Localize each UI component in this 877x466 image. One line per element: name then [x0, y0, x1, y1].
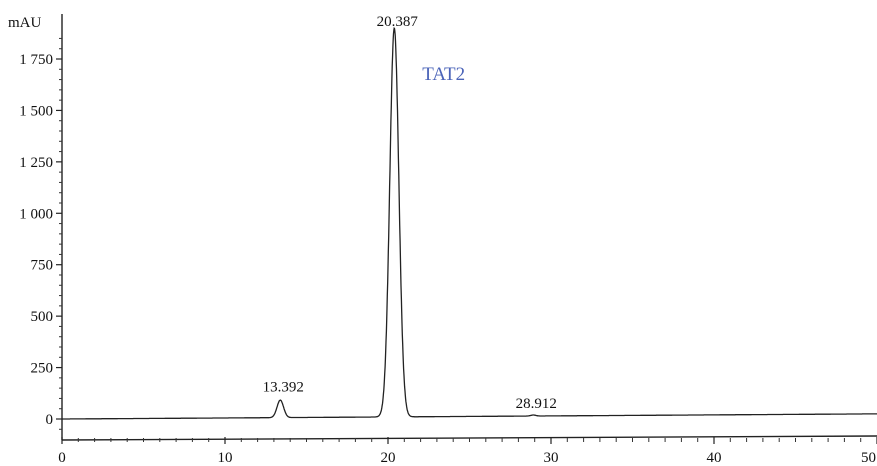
- y-tick-label: 1 500: [19, 103, 53, 119]
- x-tick-label: 50: [861, 450, 876, 466]
- y-tick-label: 250: [31, 361, 54, 377]
- y-tick-label: 1 000: [19, 206, 53, 222]
- axes: [61, 14, 877, 441]
- chromatogram-trace: [62, 26, 877, 420]
- y-tick-label: 0: [46, 412, 54, 428]
- x-tick-label: 40: [707, 450, 722, 466]
- peak-labels: 13.392 20.387 28.912: [263, 14, 557, 412]
- peak-label: 28.912: [516, 396, 557, 412]
- y-tick-label: 750: [31, 258, 54, 274]
- ticks: [56, 37, 877, 444]
- y-unit-label: mAU: [8, 15, 42, 31]
- x-tick-label: 20: [381, 450, 396, 466]
- y-tick-label: 500: [31, 309, 54, 325]
- x-tick-label: 0: [58, 450, 66, 466]
- peak-label: 13.392: [263, 380, 304, 396]
- y-tick-label: 1 750: [19, 52, 53, 68]
- tick-labels: 0 250 500 750 1 000 1 250 1 500 1 750 0 10 20 30 40 5…: [19, 52, 876, 466]
- y-tick-label: 1 250: [19, 155, 53, 171]
- series-label-tat2: TAT2: [422, 64, 465, 85]
- x-tick-label: 10: [218, 450, 233, 466]
- peak-label: 20.387: [377, 14, 419, 30]
- x-tick-label: 30: [544, 450, 559, 466]
